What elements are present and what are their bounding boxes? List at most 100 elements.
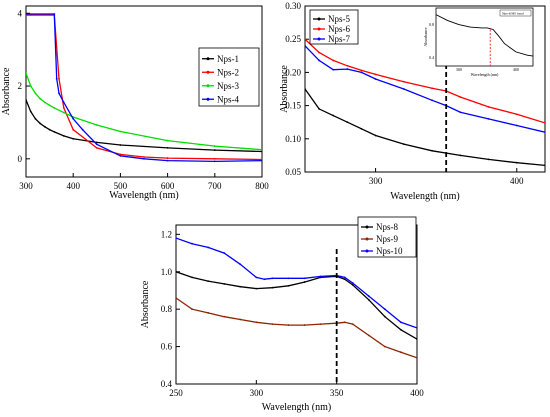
y-tick-label: 4 [18,8,23,18]
data-point [346,64,349,67]
y-tick-label: 0.4 [161,379,173,389]
legend: Nps-1 Nps-2 Nps-3 Nps-4 [198,47,260,107]
data-point [176,297,177,299]
data-point [191,308,193,311]
data-point [119,144,122,146]
inset-legend-label: Nps-6/HS band [502,12,524,16]
chart-2: 300 400 0.05 0.10 0.15 0.20 0.25 0.30 Wavelength… [279,1,546,202]
data-point [53,13,56,15]
data-point [544,121,545,124]
y-tick-label: 2 [18,81,23,91]
plot-frame [175,224,418,385]
data-point [318,51,321,54]
data-point [143,156,145,158]
data-point [255,276,258,279]
data-point [374,73,377,76]
data-point [351,283,354,286]
data-point [166,159,169,162]
data-point [95,143,98,146]
data-point [544,131,545,134]
data-point [360,69,363,72]
data-point [143,157,145,160]
data-point [318,108,321,110]
chart-3: 250 300 350 400 0.4 0.6 0.8 1.0 1.2 Wavelength (n… [140,216,424,413]
data-point [34,92,37,95]
data-point [29,85,32,87]
data-point [303,281,306,283]
y-tick-label: 0 [18,154,23,164]
data-point [166,146,169,149]
data-point [305,38,306,41]
inset-chart: 300 400 0.4 0.8 Wavelength (nm) Absorbance Nps… [423,7,534,77]
legend-label: Nps-9 [376,234,398,244]
legend-marker [206,70,210,74]
data-point [343,321,346,324]
data-point [223,252,226,254]
data-point [287,284,290,287]
data-point [213,145,216,147]
x-tick-label: 300 [19,181,33,191]
series-group [26,13,262,163]
data-point [26,13,27,15]
data-point [544,164,545,167]
data-point [431,149,433,152]
data-point [319,323,322,326]
data-point [239,263,242,266]
data-point [191,276,193,279]
data-point [416,338,417,341]
data-point [95,141,98,144]
data-point [176,237,177,239]
data-point [223,283,226,285]
data-point [81,128,84,131]
data-point [351,282,354,284]
data-point [48,128,51,131]
y-axis-label: Absorbance [279,65,290,113]
data-point [261,150,262,153]
data-point [487,158,490,161]
data-point [346,68,349,70]
data-point [72,137,75,140]
data-point [271,277,274,280]
series-line-nps-5 [305,88,545,167]
data-point [26,72,27,75]
data-point [360,71,363,74]
series-group [305,38,545,167]
legend-marker [317,37,321,41]
legend-marker [206,97,210,101]
legend-label: Nps-7 [328,34,350,44]
inset-y-tick-label: 0.8 [429,22,434,27]
inset-series-line [435,14,534,57]
data-point [62,101,65,104]
data-point [459,96,462,98]
x-tick-label: 800 [255,181,269,191]
data-point [416,356,417,359]
x-tick-label: 400 [510,176,524,186]
legend-marker [206,84,210,88]
data-point [95,146,98,149]
plot-frame [25,5,263,178]
data-point [255,287,258,290]
data-point [255,321,258,324]
x-tick-label: 350 [330,388,344,398]
series-line-nps-1 [26,99,262,153]
data-point [303,324,306,326]
data-point [239,318,242,321]
data-point [72,128,75,131]
data-point [383,315,386,318]
y-tick-label: 1.0 [161,267,173,277]
inset-x-tick-label: 400 [513,67,519,72]
legend-label: Nps-5 [328,14,350,24]
legend: Nps-8 Nps-9 Nps-10 [357,216,417,258]
data-point [207,312,210,314]
x-tick-label: 300 [250,388,264,398]
data-point [515,161,518,164]
data-point [305,44,306,47]
data-point [319,275,322,278]
data-point [58,77,60,80]
data-point [166,157,169,159]
data-point [400,351,402,354]
data-point [213,157,216,160]
inset-y-axis-label: Absorbance [423,27,428,46]
data-point [48,104,51,107]
data-point [119,153,122,156]
